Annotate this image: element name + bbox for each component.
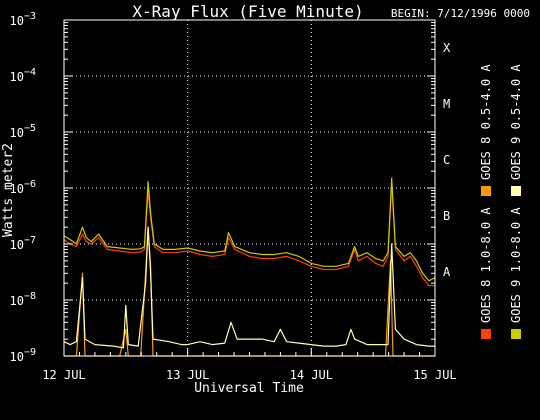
begin-date: BEGIN: 7/12/1996 0000 [391, 7, 530, 20]
legend-swatch-3 [511, 329, 521, 339]
flare-class-label: X [443, 41, 451, 55]
axes: 10−910−810−710−610−510−410−312 JUL 13 JUL… [10, 11, 457, 382]
x-axis-label: Universal Time [194, 381, 304, 396]
grid [64, 20, 435, 356]
x-tick-label: 15 JUL [413, 368, 456, 382]
x-tick-label: 14 JUL [290, 368, 333, 382]
y-axis-label: Watts meter2 [1, 143, 16, 237]
legend: GOES 8 1.0-8.0 A GOES 8 0.5-4.0 A GOES 9 1… [479, 64, 523, 339]
series-line-4 [63, 226, 435, 349]
legend-entry-1: GOES 8 1.0-8.0 A [479, 207, 493, 323]
legend-label: GOES 9 1.0-8.0 A [509, 207, 523, 323]
series-group [63, 177, 436, 357]
legend-entry-4: GOES 9 0.5-4.0 A [509, 64, 523, 180]
flare-class-label: A [443, 265, 451, 279]
flare-class-label: C [443, 153, 450, 167]
legend-label: GOES 9 0.5-4.0 A [509, 64, 523, 180]
legend-entry-3: GOES 9 1.0-8.0 A [509, 207, 523, 323]
legend-entry-2: GOES 8 0.5-4.0 A [479, 64, 493, 180]
legend-label: GOES 8 1.0-8.0 A [479, 207, 493, 323]
legend-swatch-2 [481, 186, 491, 196]
x-tick-label: 13 JUL [166, 368, 209, 382]
flare-class-label: B [443, 209, 450, 223]
flare-class-labels: A B C M X [443, 41, 451, 279]
legend-swatch-4 [511, 186, 521, 196]
chart-title: X-Ray Flux (Five Minute) [132, 2, 363, 21]
legend-label: GOES 8 0.5-4.0 A [479, 64, 493, 180]
series-line-3 [63, 177, 436, 282]
legend-swatch-1 [481, 329, 491, 339]
x-tick-label: 12 JUL [42, 368, 85, 382]
flare-class-label: M [443, 97, 450, 111]
